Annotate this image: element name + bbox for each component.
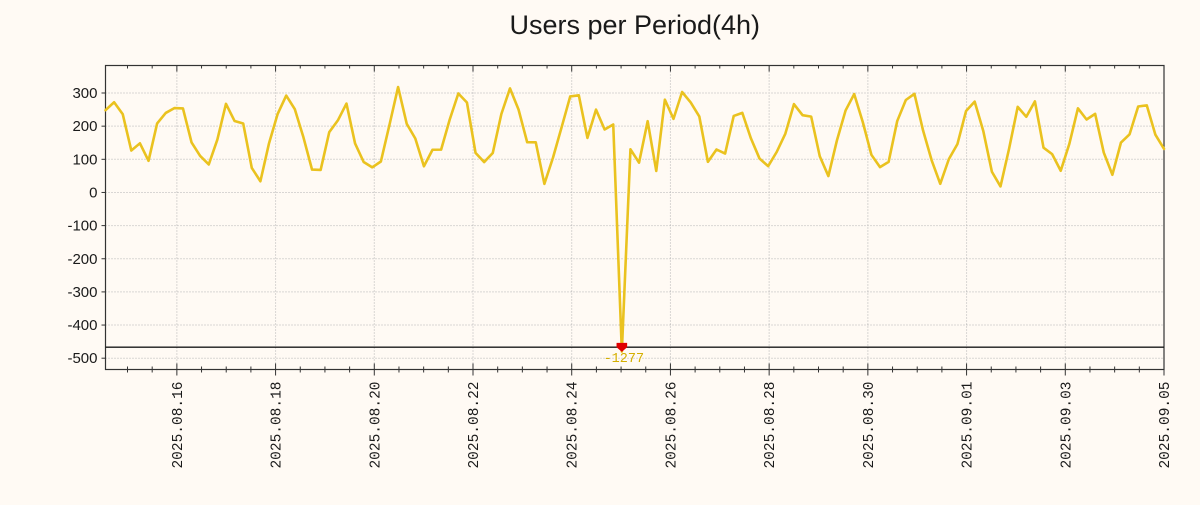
svg-text:2025.08.26: 2025.08.26 <box>664 382 680 469</box>
svg-text:-100: -100 <box>67 218 97 235</box>
svg-text:2025.08.24: 2025.08.24 <box>566 382 582 469</box>
svg-text:-1277: -1277 <box>604 352 645 367</box>
svg-text:2025.08.28: 2025.08.28 <box>763 382 779 469</box>
svg-text:-500: -500 <box>67 350 97 367</box>
svg-text:2025.08.16: 2025.08.16 <box>171 382 187 469</box>
svg-text:0: 0 <box>89 184 97 201</box>
svg-text:200: 200 <box>72 118 97 135</box>
svg-text:2025.08.18: 2025.08.18 <box>270 382 286 469</box>
svg-text:-300: -300 <box>67 284 97 301</box>
svg-text:-400: -400 <box>67 317 97 334</box>
svg-text:2025.08.20: 2025.08.20 <box>368 382 384 469</box>
svg-text:2025.09.03: 2025.09.03 <box>1059 382 1075 469</box>
svg-text:300: 300 <box>72 85 97 102</box>
svg-text:2025.09.05: 2025.09.05 <box>1158 382 1174 469</box>
svg-text:2025.08.30: 2025.08.30 <box>862 382 878 469</box>
svg-text:2025.08.22: 2025.08.22 <box>467 382 483 469</box>
svg-text:100: 100 <box>72 151 97 168</box>
svg-text:-200: -200 <box>67 251 97 268</box>
svg-text:2025.09.01: 2025.09.01 <box>961 382 977 469</box>
